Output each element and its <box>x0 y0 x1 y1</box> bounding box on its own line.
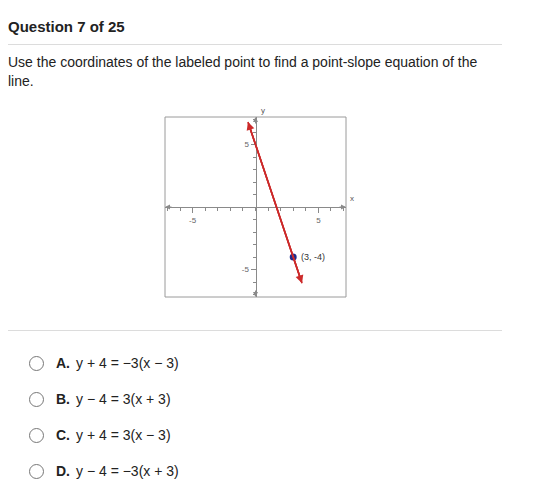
html-text:y − 4 = −3(x + 3): y − 4 = −3(x + 3) <box>76 463 179 479</box>
svg-text:(3, -4): (3, -4) <box>301 252 325 262</box>
html-text:y − 4 = 3(x + 3): y − 4 = 3(x + 3) <box>76 391 171 407</box>
svg-text:5: 5 <box>244 140 249 149</box>
svg-text:y: y <box>261 106 265 115</box>
html-text:A.: A. <box>56 355 70 371</box>
svg-text:5: 5 <box>316 216 321 225</box>
html-text:y + 4 = −3(x − 3): y + 4 = −3(x − 3) <box>76 355 179 371</box>
svg-text:-5: -5 <box>189 216 197 225</box>
html-text:Question 7 of 25: Question 7 of 25 <box>8 18 125 35</box>
svg-text:x: x <box>350 194 354 203</box>
svg-text:-5: -5 <box>242 265 250 274</box>
html-text:C.: C. <box>56 427 70 443</box>
html-text:Use the coordinates of the lab: Use the coordinates of the labeled point… <box>8 54 478 89</box>
html-text:D.: D. <box>56 463 70 479</box>
html-text:B.: B. <box>56 391 70 407</box>
html-text:y + 4 = 3(x − 3): y + 4 = 3(x − 3) <box>76 427 171 443</box>
